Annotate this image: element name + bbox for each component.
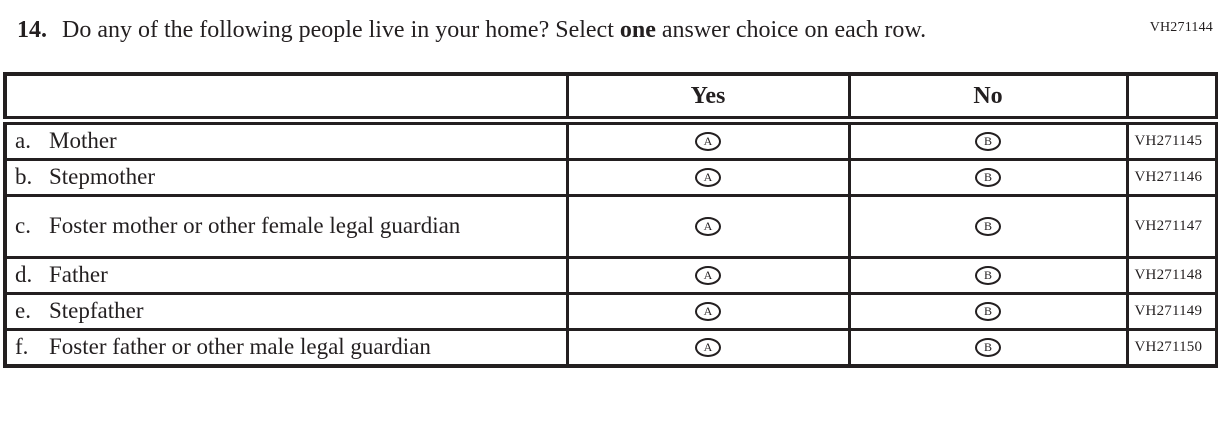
option-b-bubble[interactable]: B	[975, 338, 1001, 357]
question-text: Do any of the following people live in y…	[62, 15, 926, 46]
table-row: b. Stepmother A B VH271146	[3, 158, 1218, 197]
row-letter: c.	[15, 213, 31, 238]
row-label-cell: b. Stepmother	[3, 158, 569, 197]
table-row: a. Mother A B VH271145	[3, 119, 1218, 161]
option-a-bubble[interactable]: A	[695, 266, 721, 285]
header-row: Yes No	[3, 72, 1218, 125]
row-label: Stepfather	[49, 298, 144, 323]
row-letter: b.	[15, 164, 33, 189]
table-row: c. Foster mother or other female legal gu…	[3, 194, 1218, 259]
row-code-cell: VH271150	[1125, 328, 1218, 368]
row-label: Mother	[49, 128, 117, 153]
column-header-no: No	[847, 72, 1129, 125]
option-b-bubble[interactable]: B	[975, 217, 1001, 236]
no-option-cell: B	[847, 158, 1129, 197]
row-code-cell: VH271146	[1125, 158, 1218, 197]
form-code: VH271144	[1149, 20, 1213, 35]
option-a-bubble[interactable]: A	[695, 168, 721, 187]
table-row: e. Stepfather A B VH271149	[3, 292, 1218, 331]
row-label-cell: c. Foster mother or other female legal gu…	[3, 194, 569, 259]
option-a-bubble[interactable]: A	[695, 338, 721, 357]
row-letter: f.	[15, 334, 29, 359]
option-a-bubble[interactable]: A	[695, 132, 721, 151]
question: 14. Do any of the following people live …	[17, 15, 1077, 46]
no-option-cell: B	[847, 119, 1129, 161]
row-label: Father	[49, 262, 108, 287]
row-label-cell: e. Stepfather	[3, 292, 569, 331]
question-number: 14.	[17, 17, 47, 43]
yes-option-cell: A	[565, 194, 851, 259]
option-b-bubble[interactable]: B	[975, 302, 1001, 321]
option-a-bubble[interactable]: A	[695, 302, 721, 321]
no-option-cell: B	[847, 328, 1129, 368]
option-b-bubble[interactable]: B	[975, 132, 1001, 151]
row-code-cell: VH271147	[1125, 194, 1218, 259]
column-header-empty	[3, 72, 569, 125]
no-option-cell: B	[847, 194, 1129, 259]
table-row: f. Foster father or other male legal guar…	[3, 328, 1218, 368]
yes-option-cell: A	[565, 292, 851, 331]
no-option-cell: B	[847, 292, 1129, 331]
row-label: Stepmother	[49, 164, 156, 189]
table-row: d. Father A B VH271148	[3, 256, 1218, 295]
option-b-bubble[interactable]: B	[975, 168, 1001, 187]
row-letter: d.	[15, 262, 33, 287]
row-code-cell: VH271149	[1125, 292, 1218, 331]
questionnaire-page: { "colors": { "ink": "#231f20", "backgro…	[0, 15, 1218, 421]
column-header-code	[1125, 72, 1218, 125]
question-bold-word: one	[619, 17, 656, 43]
row-label-cell: f. Foster father or other male legal guar…	[3, 328, 569, 368]
question-text-part2: answer choice on each row.	[661, 17, 927, 43]
row-label: Foster father or other male legal guardi…	[49, 334, 431, 359]
row-code-cell: VH271145	[1125, 119, 1218, 161]
row-label-cell: a. Mother	[3, 119, 569, 161]
row-code-cell: VH271148	[1125, 256, 1218, 295]
row-label-cell: d. Father	[3, 256, 569, 295]
yes-option-cell: A	[565, 328, 851, 368]
column-header-yes: Yes	[565, 72, 851, 125]
row-letter: a.	[15, 128, 31, 153]
no-option-cell: B	[847, 256, 1129, 295]
option-b-bubble[interactable]: B	[975, 266, 1001, 285]
yes-option-cell: A	[565, 119, 851, 161]
row-label: Foster mother or other female legal guar…	[49, 213, 461, 238]
answer-table: Yes No a. Mother A B VH271145 b. Stepmothe…	[3, 72, 1218, 368]
yes-option-cell: A	[565, 256, 851, 295]
yes-option-cell: A	[565, 158, 851, 197]
row-letter: e.	[15, 298, 31, 323]
option-a-bubble[interactable]: A	[695, 217, 721, 236]
question-text-part1: Do any of the following people live in y…	[62, 17, 614, 43]
